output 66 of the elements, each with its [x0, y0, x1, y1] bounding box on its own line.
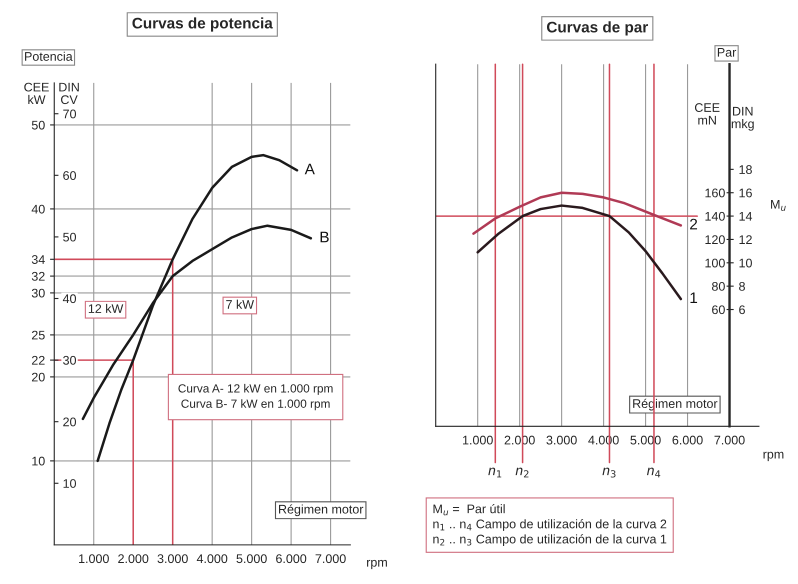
- y-tick-label: 60: [712, 305, 725, 314]
- y2-tick-label: 60: [63, 171, 76, 180]
- x-tick-label: 6.000: [672, 436, 703, 445]
- y2-tick-label: 12: [740, 235, 752, 244]
- y-tick-label: 32: [32, 272, 45, 281]
- x-tick-label: 4.000: [196, 554, 228, 564]
- x-tick-label: 1.000: [79, 554, 109, 564]
- y2-tick-label: 40: [62, 294, 76, 304]
- x-tick-label: 3.000: [158, 554, 188, 564]
- x-tick-label: 5.000: [236, 554, 267, 564]
- y-tick-label: 34: [32, 255, 45, 264]
- y-tick-label: 80: [712, 282, 725, 291]
- y-tick-label: 40: [32, 204, 45, 214]
- y-tick-label: 140: [705, 212, 725, 221]
- ref-line-label: n$_{2}$: [516, 468, 528, 478]
- y-tick-label: 120: [705, 235, 725, 244]
- y2-tick-label: 30: [63, 356, 76, 365]
- series-label: 1: [690, 292, 698, 303]
- line-series: [472, 191, 682, 235]
- series-label: 2: [690, 218, 698, 230]
- y2-tick-label: 20: [63, 417, 76, 426]
- x-axis-title: Régimen motor: [279, 504, 364, 516]
- annotation: Curva A- 12 kW en 1.000 rpm Curva B- 7 kW en 1.000 rpm: [178, 384, 333, 410]
- y2-tick-label: 18: [740, 165, 752, 174]
- x-tick-label: 7.000: [714, 436, 745, 445]
- ref-line-label: n$_{3}$: [602, 468, 616, 478]
- y2-tick-label: 8: [739, 282, 745, 291]
- y-tick-label: 160: [705, 188, 725, 198]
- y-tick-label: 10: [32, 456, 45, 466]
- y-tick-label: 22: [32, 356, 45, 365]
- chart-title: Curvas de potencia: [132, 17, 273, 32]
- annotation: CEE mN: [694, 103, 720, 124]
- x-tick-label: 6.000: [276, 554, 306, 564]
- text: M$_{u}$: [771, 200, 786, 211]
- chart-title: Curvas de par: [546, 21, 648, 36]
- y-tick-label: 20: [32, 372, 45, 382]
- series-label: A: [304, 164, 315, 174]
- x-tick-label: 1.000: [462, 436, 493, 445]
- text: rpm: [764, 452, 784, 462]
- y-tick-label: 100: [705, 258, 725, 268]
- annotation: DIN CV: [59, 82, 79, 104]
- y-axis-title: Potencia: [25, 52, 73, 61]
- text: M$_{u}$ = Par útil n$_{1}$ .. n$_{4}$ Campo de utilización de la curva 2 n$_{2}$ .. n$_{3}$ Campo de utilización de la curva 1: [433, 504, 666, 546]
- text: rpm: [367, 560, 387, 570]
- y2-tick-label: 10: [64, 479, 76, 488]
- ref-line-label: n$_{1}$: [488, 468, 502, 478]
- annotation: 7 kW: [226, 300, 254, 309]
- y-axis-title: Par: [718, 48, 736, 57]
- x-tick-label: 2.000: [118, 554, 148, 564]
- series-label: B: [320, 232, 329, 242]
- x-tick-label: 7.000: [316, 554, 346, 564]
- y-tick-label: 50: [32, 120, 45, 130]
- y2-tick-label: 10: [740, 258, 752, 268]
- y-tick-label: 25: [32, 330, 45, 340]
- y2-tick-label: 16: [740, 188, 752, 198]
- annotation: 12 kW: [88, 304, 124, 313]
- y2-tick-label: 70: [63, 110, 76, 118]
- y2-tick-label: 14: [740, 212, 752, 221]
- annotation: DIN mkg: [732, 106, 754, 131]
- line-series: [476, 204, 682, 300]
- y-tick-label: 30: [32, 288, 45, 298]
- text: CEE kW: [24, 82, 49, 104]
- y2-tick-label: 50: [63, 232, 76, 242]
- ref-line-label: n$_{4}$: [646, 468, 660, 478]
- y2-tick-label: 6: [739, 305, 745, 314]
- x-tick-label: 3.000: [546, 436, 577, 445]
